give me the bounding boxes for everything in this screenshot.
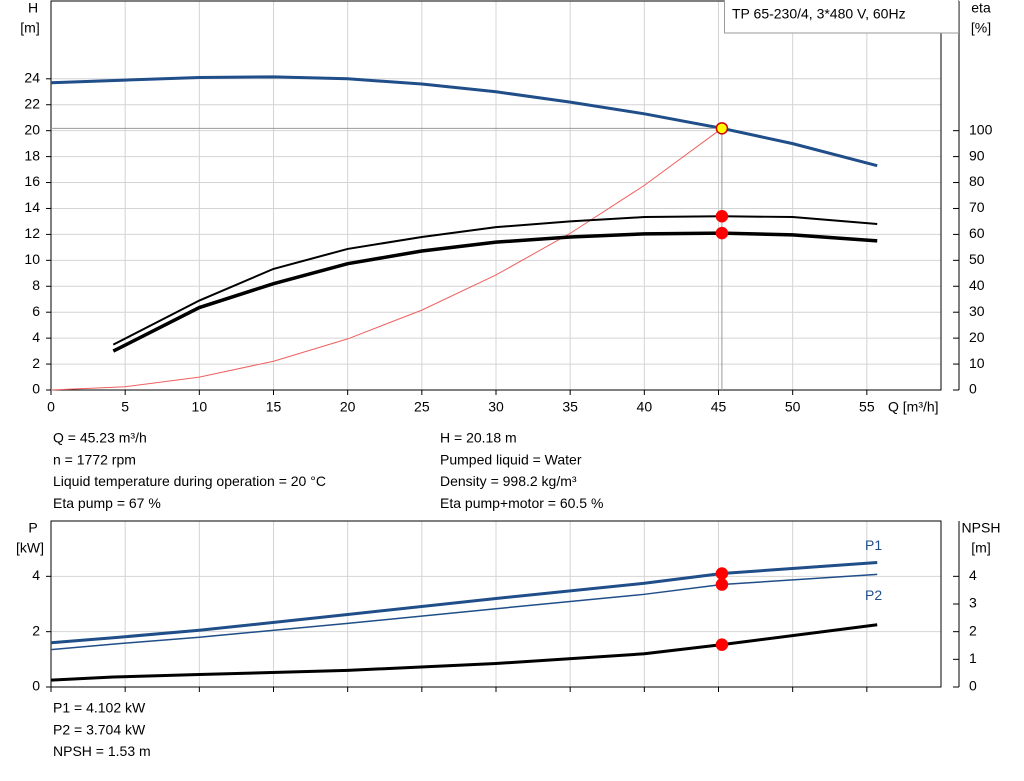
y2-tick-label: 1 xyxy=(969,650,977,666)
info-text: n = 1772 rpm xyxy=(53,451,136,467)
x-tick-label: 45 xyxy=(711,399,727,415)
y-tick-label: 14 xyxy=(24,199,40,215)
y2-axis-label: eta xyxy=(971,0,991,16)
info-text: P2 = 3.704 kW xyxy=(53,721,146,737)
y-tick-label: 0 xyxy=(32,678,40,694)
x-tick-label: 55 xyxy=(859,399,875,415)
series-label: P1 xyxy=(865,537,882,553)
y-tick-label: 10 xyxy=(24,251,40,267)
y-tick-label: 4 xyxy=(32,329,40,345)
y2-axis-unit: [%] xyxy=(971,20,991,36)
y2-tick-label: 3 xyxy=(969,595,977,611)
y-tick-label: 24 xyxy=(24,70,40,86)
y-tick-label: 16 xyxy=(24,173,40,189)
y-axis-unit: [kW] xyxy=(16,540,44,556)
info-text: Liquid temperature during operation = 20… xyxy=(53,473,326,489)
x-tick-label: 0 xyxy=(47,399,55,415)
x-tick-label: 10 xyxy=(192,399,208,415)
info-text: NPSH = 1.53 m xyxy=(53,743,151,759)
x-tick-label: 15 xyxy=(266,399,282,415)
y2-axis-label: NPSH xyxy=(962,520,1001,536)
title-box xyxy=(724,0,959,34)
info-text: Q = 45.23 m³/h xyxy=(53,430,147,446)
y2-tick-label: 100 xyxy=(969,121,993,137)
operating-point xyxy=(715,638,729,651)
curve xyxy=(50,75,878,168)
y-tick-label: 2 xyxy=(32,355,40,371)
y-tick-label: 12 xyxy=(24,225,40,241)
y2-tick-label: 70 xyxy=(969,199,985,215)
y2-tick-label: 0 xyxy=(969,678,977,694)
y-tick-label: 18 xyxy=(24,147,40,163)
y2-tick-label: 40 xyxy=(969,277,985,293)
x-tick-label: 5 xyxy=(121,399,129,415)
info-text: Eta pump+motor = 60.5 % xyxy=(440,495,603,511)
y2-tick-label: 60 xyxy=(969,225,985,241)
y-tick-label: 2 xyxy=(32,622,40,638)
operating-point xyxy=(715,226,729,240)
series-label: P2 xyxy=(865,587,882,603)
x-tick-label: 50 xyxy=(785,399,801,415)
info-text: Pumped liquid = Water xyxy=(440,451,582,467)
y2-tick-label: 4 xyxy=(969,567,977,583)
chart-title: TP 65-230/4, 3*480 V, 60Hz xyxy=(732,6,906,22)
y2-tick-label: 30 xyxy=(969,303,985,319)
operating-point xyxy=(715,578,729,591)
operating-point xyxy=(715,209,729,223)
info-text: H = 20.18 m xyxy=(440,430,517,446)
x-axis-label: Q [m³/h] xyxy=(888,399,939,415)
y-axis-label: H xyxy=(28,0,38,16)
y2-tick-label: 50 xyxy=(969,251,985,267)
info-text: Density = 998.2 kg/m³ xyxy=(440,473,577,489)
info-text: P1 = 4.102 kW xyxy=(53,700,146,716)
y-tick-label: 6 xyxy=(32,303,40,319)
x-tick-label: 35 xyxy=(562,399,578,415)
y-axis-unit: [m] xyxy=(20,20,39,36)
y2-tick-label: 0 xyxy=(969,381,977,397)
plot-frame xyxy=(50,0,942,391)
y-tick-label: 4 xyxy=(32,567,40,583)
x-tick-label: 25 xyxy=(414,399,430,415)
operating-point xyxy=(715,122,729,135)
x-tick-label: 20 xyxy=(340,399,356,415)
y2-axis-unit: [m] xyxy=(971,540,990,556)
y2-tick-label: 10 xyxy=(969,355,985,371)
y-tick-label: 20 xyxy=(24,121,40,137)
y-axis-label: P xyxy=(28,520,37,536)
x-tick-label: 40 xyxy=(637,399,653,415)
y-tick-label: 8 xyxy=(32,277,40,293)
y-tick-label: 22 xyxy=(24,95,40,111)
operating-point xyxy=(715,567,729,580)
y-tick-label: 0 xyxy=(32,381,40,397)
curve xyxy=(50,127,723,391)
curve xyxy=(50,561,878,645)
curve xyxy=(50,573,878,651)
plot-frame xyxy=(50,520,942,688)
y2-tick-label: 2 xyxy=(969,622,977,638)
curve xyxy=(112,215,878,346)
curve xyxy=(50,623,878,682)
x-tick-label: 30 xyxy=(488,399,504,415)
y2-tick-label: 90 xyxy=(969,147,985,163)
info-text: Eta pump = 67 % xyxy=(53,495,161,511)
y2-tick-label: 20 xyxy=(969,329,985,345)
curve xyxy=(112,231,878,353)
y2-tick-label: 80 xyxy=(969,173,985,189)
